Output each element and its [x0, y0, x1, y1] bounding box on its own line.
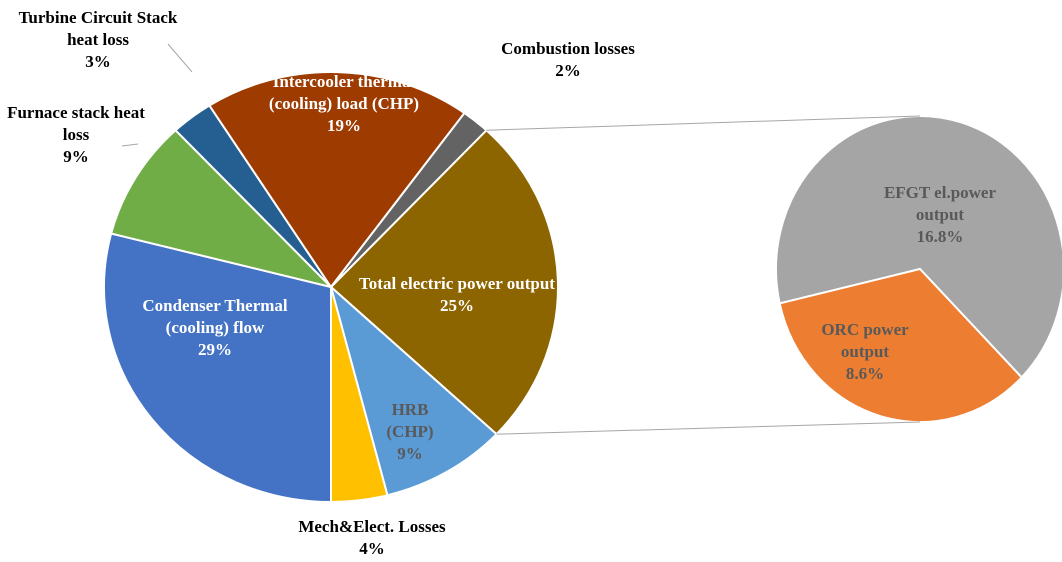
pie-slice — [329, 284, 498, 497]
slice-label: Furnace stack heat loss 9% — [1, 102, 151, 168]
connector-line — [486, 115, 921, 131]
slice-label-text: 19% — [327, 116, 361, 135]
pie-slice — [330, 111, 488, 288]
leader-line — [121, 143, 139, 147]
secondary-slice-label: ORC power output 8.6% — [810, 319, 920, 385]
leader-line — [167, 43, 193, 73]
slice-label-text: 3% — [85, 52, 111, 71]
slice-label-text: Intercooler thermal (cooling) load (CHP) — [268, 72, 420, 113]
slice-label-text: 9% — [397, 444, 423, 463]
slice-label: Mech&Elect. Losses 4% — [242, 516, 502, 560]
slice-label-text: 29% — [198, 340, 232, 359]
slice-label-text: Furnace stack heat loss — [7, 103, 145, 144]
slice-label: Turbine Circuit Stack heat loss 3% — [18, 7, 178, 73]
slice-label-text: Turbine Circuit Stack heat loss — [18, 8, 178, 49]
slice-label-text: 4% — [359, 539, 385, 558]
secondary-slice-label-text: EFGT el.power output — [883, 183, 997, 224]
slice-label-text: Condenser Thermal (cooling) flow — [142, 296, 288, 337]
slice-label: HRB (CHP) 9% — [370, 399, 450, 465]
slice-label-text: 2% — [555, 61, 581, 80]
pie-slice — [778, 267, 1024, 423]
pie-slice — [103, 232, 332, 504]
slice-label-text: Combustion losses — [501, 39, 635, 58]
connector-line — [496, 421, 921, 435]
slice-label: Combustion losses 2% — [468, 38, 668, 82]
secondary-slice-label-text: ORC power output — [821, 320, 909, 361]
slice-label-text: HRB (CHP) — [386, 400, 434, 441]
pie-slice — [109, 128, 335, 289]
slice-label-text: 9% — [63, 147, 89, 166]
slice-label-text: Total electric power output — [359, 274, 555, 293]
pie-slice — [329, 128, 559, 436]
slice-label: Intercooler thermal (cooling) load (CHP)… — [244, 71, 444, 137]
secondary-slice-label: EFGT el.power output 16.8% — [875, 182, 1005, 248]
pie-slice — [207, 71, 466, 289]
secondary-slice-label-text: 16.8% — [916, 227, 964, 246]
slice-label-text: 25% — [440, 296, 474, 315]
secondary-slice-label-text: 8.6% — [845, 364, 885, 383]
slice-label: Condenser Thermal (cooling) flow 29% — [110, 295, 320, 361]
slice-label-text: Mech&Elect. Losses — [298, 517, 446, 536]
slice-label: Total electric power output 25% — [357, 273, 557, 317]
